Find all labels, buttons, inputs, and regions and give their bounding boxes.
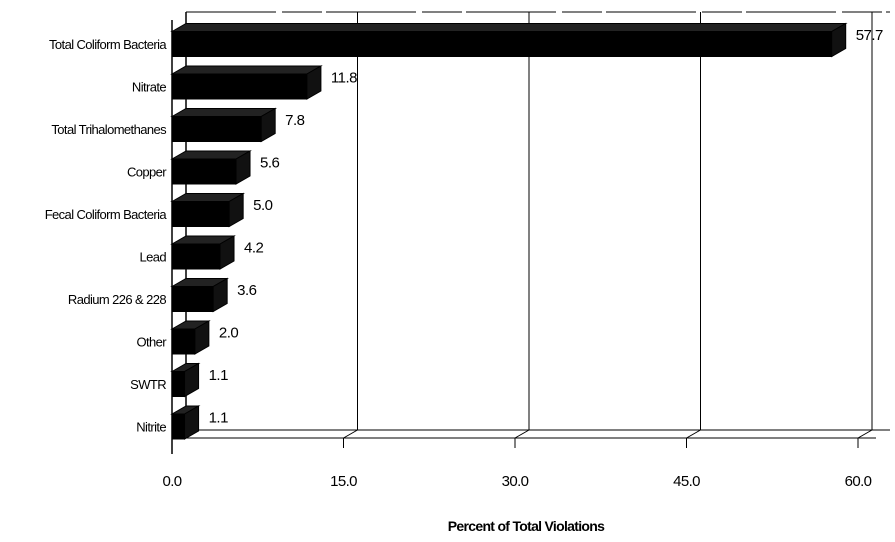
value-label: 4.2 <box>244 240 264 257</box>
category-label: Lead <box>139 250 166 265</box>
bar-side-face <box>831 22 847 58</box>
value-label: 57.7 <box>856 27 883 44</box>
bar <box>170 362 201 398</box>
category-label: SWTR <box>130 377 166 392</box>
bar <box>170 65 323 100</box>
category-label: Other <box>136 335 167 350</box>
category-label: Fecal Coliform Bacteria <box>45 207 168 222</box>
value-label: 1.1 <box>209 410 229 427</box>
bar-side-face <box>228 192 244 228</box>
bar-side-face <box>219 235 235 270</box>
gridline-floor <box>857 429 873 439</box>
bar-front-face <box>171 158 237 185</box>
value-label: 2.0 <box>219 325 239 342</box>
x-tick-label: 15.0 <box>330 473 357 490</box>
bar-side-face <box>306 65 322 100</box>
bar-side-face <box>184 362 200 398</box>
bar <box>170 192 246 228</box>
gridlines <box>171 12 873 448</box>
x-tick-label: 0.0 <box>162 473 181 490</box>
category-label: Nitrite <box>136 420 166 435</box>
bar-front-face <box>171 73 308 100</box>
value-label: 1.1 <box>209 367 229 384</box>
x-tick-label: 60.0 <box>845 473 872 490</box>
bar <box>170 22 848 58</box>
bar-side-face <box>194 320 210 355</box>
category-label: Total Trihalomethanes <box>51 122 167 137</box>
bar-top-face <box>170 23 848 32</box>
value-label: 11.8 <box>331 70 357 87</box>
bar-side-face <box>260 107 276 143</box>
gridline-floor <box>514 429 530 439</box>
x-tick-label: 30.0 <box>502 473 529 490</box>
bar-top-face <box>170 65 323 75</box>
category-label: Radium 226 & 228 <box>68 292 166 307</box>
x-tick-label: 45.0 <box>673 473 700 490</box>
bar-front-face <box>171 371 186 397</box>
value-label: 3.6 <box>237 282 257 299</box>
bar-front-face <box>171 31 833 57</box>
bar <box>170 107 278 143</box>
bar <box>170 320 211 355</box>
bar-front-face <box>171 413 186 440</box>
bar-front-face <box>171 328 196 355</box>
category-label: Nitrate <box>132 80 166 95</box>
bar-front-face <box>171 286 214 312</box>
bar <box>170 150 252 185</box>
bar-side-face <box>212 277 228 313</box>
value-labels: 57.7 11.8 7.8 5.6 5.0 4.2 3.6 2.0 1.1 1.1 <box>209 27 884 427</box>
category-label: Total Coliform Bacteria <box>49 37 167 52</box>
bar-top-face <box>170 108 278 117</box>
category-labels: Total Coliform Bacteria Nitrate Total Trih… <box>45 37 168 435</box>
x-tick-labels: 0.0 15.0 30.0 45.0 60.0 <box>162 473 872 490</box>
value-label: 5.6 <box>260 155 280 172</box>
bar-side-face <box>235 150 251 185</box>
bar <box>170 405 201 440</box>
bar-side-face <box>184 405 200 440</box>
bar-front-face <box>171 116 262 142</box>
gridline-floor <box>343 429 358 439</box>
x-axis-title: Percent of Total Violations <box>448 518 605 534</box>
bar <box>170 235 236 270</box>
bar <box>170 277 230 313</box>
bar-front-face <box>171 243 221 270</box>
gridline-floor <box>686 429 701 439</box>
bars <box>170 22 848 440</box>
value-label: 5.0 <box>253 197 273 214</box>
category-label: Copper <box>127 165 167 180</box>
value-label: 7.8 <box>285 112 305 129</box>
bar-front-face <box>171 201 230 227</box>
